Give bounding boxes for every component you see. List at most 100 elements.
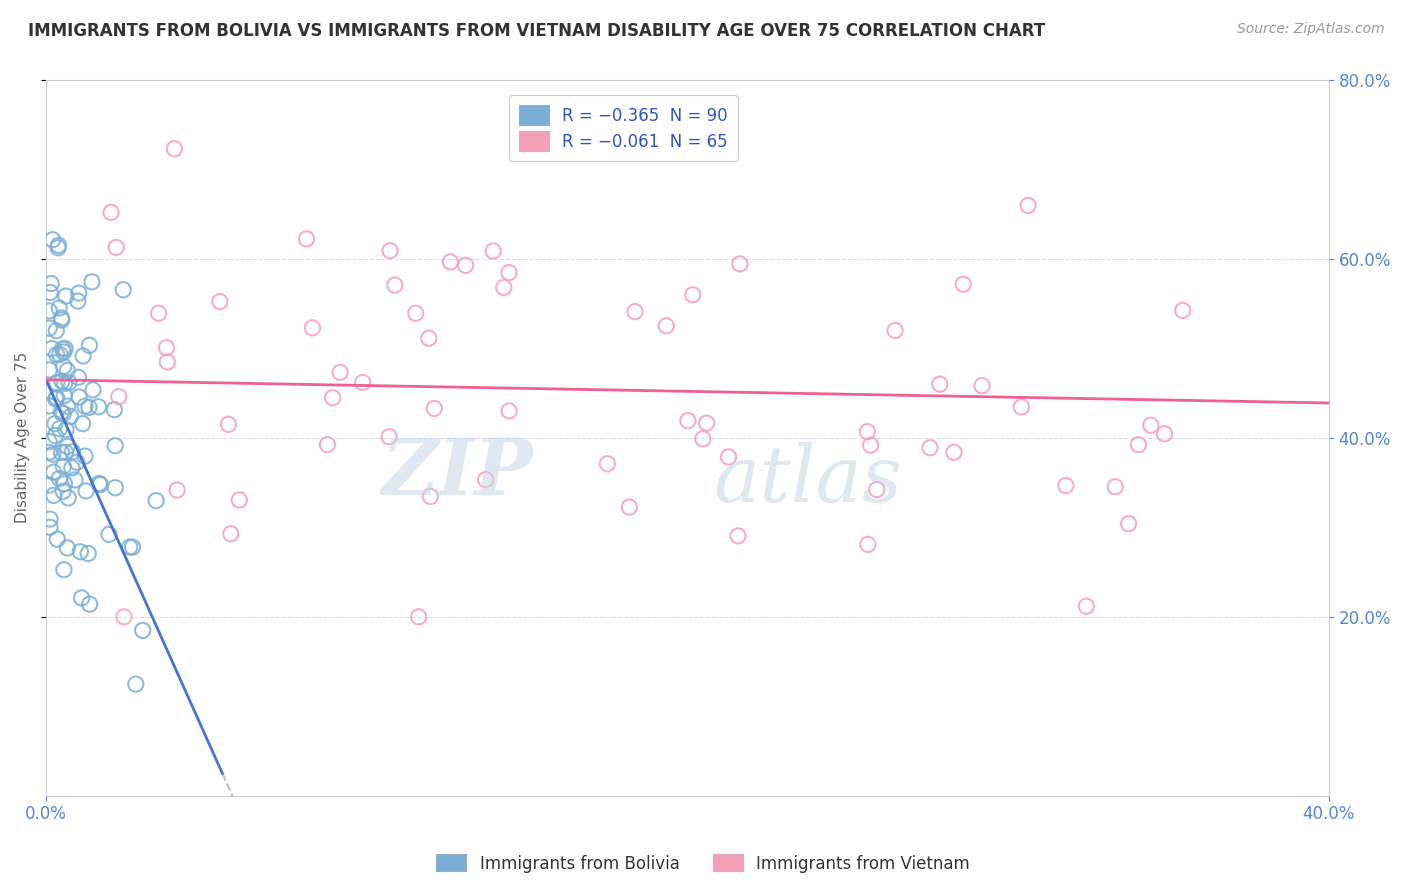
Point bbox=[676, 414, 699, 428]
Point bbox=[378, 244, 401, 258]
Point bbox=[1118, 516, 1140, 531]
Point bbox=[48, 238, 70, 252]
Point bbox=[1017, 198, 1039, 212]
Point bbox=[408, 609, 430, 624]
Point bbox=[38, 321, 60, 335]
Point bbox=[228, 492, 250, 507]
Point bbox=[46, 533, 69, 547]
Point bbox=[856, 425, 879, 439]
Y-axis label: Disability Age Over 75: Disability Age Over 75 bbox=[15, 352, 30, 524]
Point bbox=[38, 478, 60, 492]
Point bbox=[418, 331, 440, 345]
Point bbox=[163, 142, 186, 156]
Point bbox=[46, 241, 69, 255]
Point bbox=[329, 365, 352, 379]
Point bbox=[56, 399, 79, 413]
Point bbox=[884, 323, 907, 337]
Point bbox=[928, 377, 950, 392]
Point bbox=[52, 459, 75, 474]
Point bbox=[51, 311, 73, 326]
Point bbox=[67, 390, 90, 404]
Point bbox=[1076, 599, 1098, 614]
Point bbox=[384, 278, 406, 293]
Point bbox=[208, 294, 231, 309]
Point bbox=[1128, 438, 1150, 452]
Point bbox=[98, 527, 121, 541]
Point bbox=[66, 294, 89, 309]
Point bbox=[423, 401, 446, 416]
Point bbox=[156, 355, 179, 369]
Point bbox=[38, 363, 60, 377]
Point bbox=[38, 434, 60, 449]
Point bbox=[104, 439, 127, 453]
Point bbox=[53, 388, 76, 402]
Point bbox=[682, 287, 704, 301]
Point bbox=[56, 439, 79, 453]
Point bbox=[727, 529, 749, 543]
Point bbox=[482, 244, 505, 258]
Point bbox=[51, 445, 73, 459]
Point bbox=[52, 342, 75, 356]
Legend: R = −0.365  N = 90, R = −0.061  N = 65: R = −0.365 N = 90, R = −0.061 N = 65 bbox=[509, 95, 738, 161]
Point bbox=[39, 285, 62, 300]
Point bbox=[316, 437, 339, 451]
Point bbox=[717, 450, 740, 464]
Point bbox=[82, 383, 104, 397]
Point bbox=[121, 540, 143, 554]
Point bbox=[62, 444, 84, 458]
Point bbox=[69, 545, 91, 559]
Point bbox=[39, 277, 62, 291]
Point bbox=[439, 255, 461, 269]
Point bbox=[41, 342, 63, 356]
Point bbox=[45, 348, 67, 362]
Point bbox=[217, 417, 239, 432]
Point bbox=[58, 376, 80, 390]
Point bbox=[301, 321, 323, 335]
Text: atlas: atlas bbox=[713, 442, 901, 519]
Point bbox=[692, 432, 714, 446]
Point bbox=[728, 257, 751, 271]
Point bbox=[696, 416, 718, 430]
Point bbox=[100, 205, 122, 219]
Point bbox=[56, 363, 79, 377]
Point bbox=[52, 563, 75, 577]
Point bbox=[52, 359, 75, 374]
Point bbox=[66, 455, 89, 469]
Point bbox=[38, 399, 60, 413]
Point bbox=[104, 481, 127, 495]
Point bbox=[63, 473, 86, 487]
Point bbox=[107, 390, 129, 404]
Text: ZIP: ZIP bbox=[382, 435, 533, 512]
Point bbox=[73, 399, 96, 413]
Point bbox=[51, 313, 73, 327]
Point bbox=[155, 341, 177, 355]
Point bbox=[112, 609, 135, 624]
Point bbox=[166, 483, 188, 497]
Point bbox=[454, 258, 477, 272]
Point bbox=[105, 240, 128, 254]
Point bbox=[44, 428, 66, 442]
Point bbox=[45, 376, 67, 390]
Point bbox=[474, 473, 496, 487]
Point bbox=[103, 402, 125, 417]
Point bbox=[859, 438, 882, 452]
Text: Source: ZipAtlas.com: Source: ZipAtlas.com bbox=[1237, 22, 1385, 37]
Point bbox=[39, 520, 62, 534]
Point bbox=[52, 406, 75, 420]
Point bbox=[1153, 426, 1175, 441]
Legend: Immigrants from Bolivia, Immigrants from Vietnam: Immigrants from Bolivia, Immigrants from… bbox=[429, 847, 977, 880]
Point bbox=[38, 445, 60, 459]
Point bbox=[52, 345, 75, 359]
Point bbox=[51, 374, 73, 388]
Point bbox=[87, 400, 110, 414]
Point bbox=[55, 423, 77, 437]
Point bbox=[67, 286, 90, 301]
Point bbox=[48, 422, 70, 436]
Point bbox=[145, 493, 167, 508]
Point bbox=[89, 476, 111, 491]
Point bbox=[39, 512, 62, 526]
Point bbox=[45, 324, 67, 338]
Point bbox=[1140, 418, 1163, 433]
Point bbox=[72, 349, 94, 363]
Point bbox=[498, 266, 520, 280]
